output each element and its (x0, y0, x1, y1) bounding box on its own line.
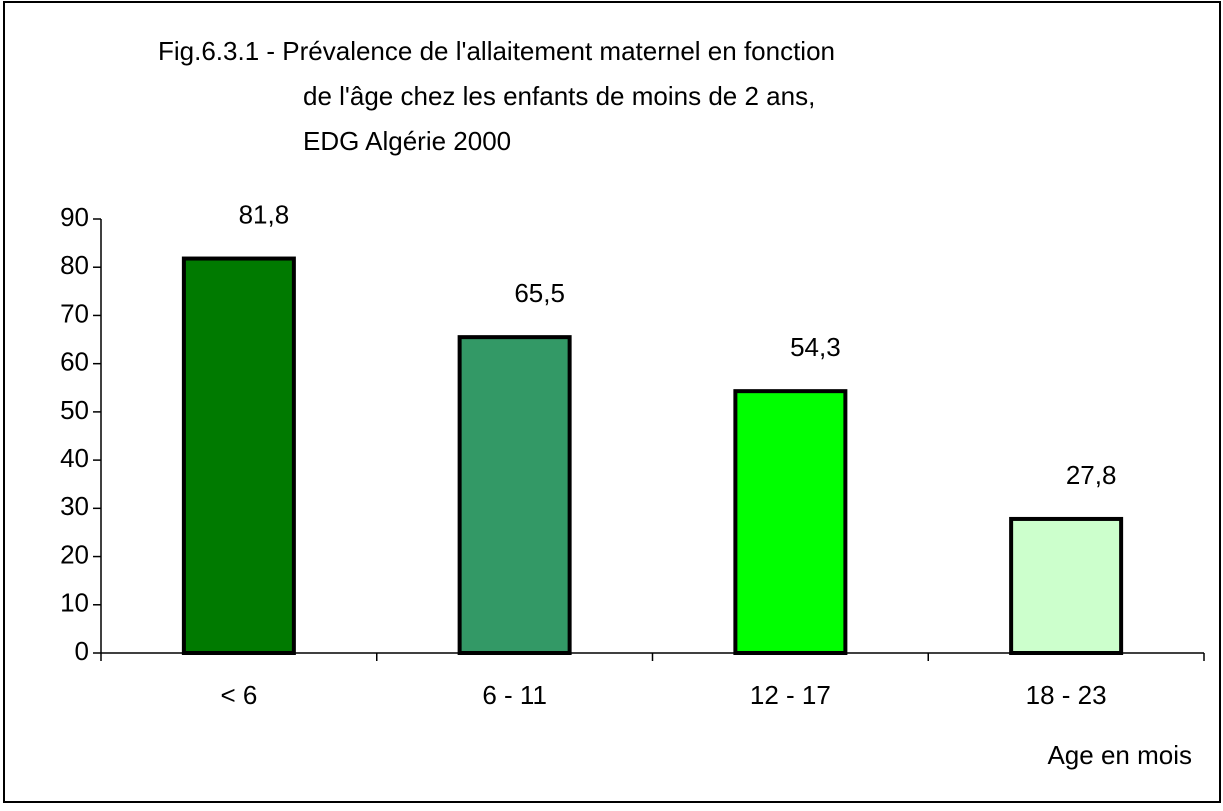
chart-title: EDG Algérie 2000 (303, 126, 511, 156)
x-axis-label: Age en mois (1047, 740, 1192, 770)
x-tick-label: 12 - 17 (750, 680, 831, 710)
chart-frame (3, 1, 1221, 803)
value-label: 65,5 (514, 278, 565, 308)
value-label: 27,8 (1066, 460, 1117, 490)
y-tick-label: 40 (60, 443, 89, 473)
bar (1009, 516, 1124, 655)
value-label: 54,3 (790, 332, 841, 362)
y-tick-label: 80 (60, 250, 89, 280)
bar (457, 335, 572, 655)
y-tick-label: 70 (60, 298, 89, 328)
x-tick-label: 18 - 23 (1026, 680, 1107, 710)
y-tick-label: 0 (75, 636, 89, 666)
x-tick-label: < 6 (220, 680, 257, 710)
bar (733, 389, 848, 655)
chart-title: de l'âge chez les enfants de moins de 2 … (303, 81, 815, 111)
y-tick-label: 90 (60, 202, 89, 232)
y-tick-label: 50 (60, 395, 89, 425)
y-tick-label: 10 (60, 588, 89, 618)
y-tick-label: 60 (60, 347, 89, 377)
x-tick-label: 6 - 11 (482, 680, 547, 710)
bar (181, 256, 296, 655)
y-tick-label: 30 (60, 491, 89, 521)
y-tick-label: 20 (60, 539, 89, 569)
chart-title: Fig.6.3.1 - Prévalence de l'allaitement … (158, 36, 835, 66)
value-label: 81,8 (239, 199, 290, 229)
